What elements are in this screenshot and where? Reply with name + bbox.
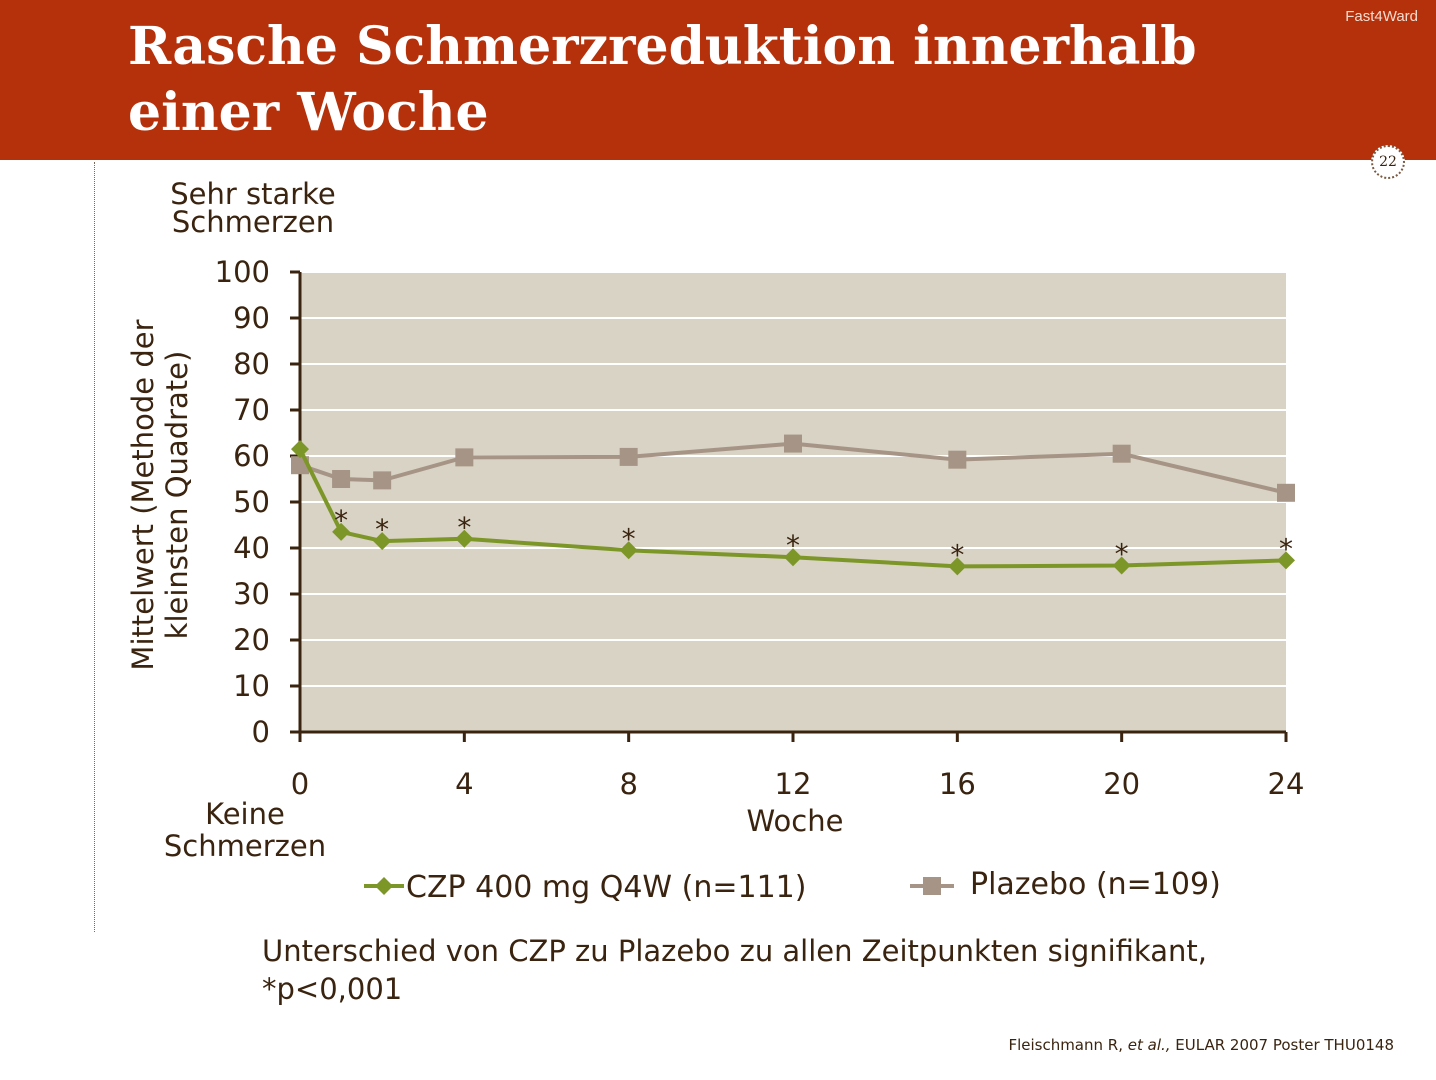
- x-tick-label: 4: [455, 767, 473, 801]
- significance-note-line1: Unterschied von CZP zu Plazebo zu allen …: [262, 934, 1207, 968]
- czp-point: [332, 522, 351, 541]
- significance-asterisk: *: [457, 511, 471, 544]
- placebo-point: [784, 434, 802, 453]
- czp-point: [1112, 556, 1131, 575]
- x-tick-label: 0: [291, 767, 309, 801]
- czp-point: [373, 532, 392, 551]
- y-tick-label: 40: [233, 531, 270, 565]
- title-banner: [0, 0, 1436, 160]
- y-axis-top-label: Sehr starke Schmerzen: [170, 177, 336, 239]
- placebo-point: [1112, 444, 1131, 463]
- y-axis-bottom-label: Keine Schmerzen: [163, 797, 327, 863]
- x-tick-label: 20: [1103, 767, 1140, 801]
- y-tick-label: 80: [233, 347, 270, 381]
- y-tick-label: 90: [233, 301, 270, 335]
- source-citation: Fleischmann R, et al., EULAR 2007 Poster…: [1008, 1036, 1394, 1054]
- czp-point: [455, 529, 474, 548]
- source-suffix: EULAR 2007 Poster THU0148: [1170, 1036, 1394, 1054]
- significance-asterisk: *: [786, 529, 800, 562]
- x-tick-label: 8: [619, 767, 637, 801]
- significance-asterisk: *: [334, 504, 348, 537]
- y-tick-label: 100: [215, 255, 270, 289]
- significance-note: Unterschied von CZP zu Plazebo zu allen …: [262, 932, 1362, 1008]
- czp-point: [619, 541, 638, 560]
- y-tick-label: 0: [252, 715, 270, 749]
- x-tick-label: 16: [939, 767, 976, 801]
- source-italic: et al.,: [1127, 1036, 1171, 1054]
- legend-placebo-label: Plazebo (n=109): [970, 867, 1221, 902]
- x-tick-label: 24: [1268, 767, 1305, 801]
- y-tick-label: 20: [233, 623, 270, 657]
- y-tick-label: 70: [233, 393, 270, 427]
- y-tick-label: 10: [233, 669, 270, 703]
- legend-placebo-marker: [923, 877, 941, 895]
- slide-title: Rasche Schmerzreduktion innerhalb einer …: [128, 16, 1197, 143]
- significance-asterisk: *: [1115, 537, 1129, 570]
- placebo-point: [619, 447, 638, 466]
- czp-point: [948, 557, 967, 576]
- significance-asterisk: *: [622, 522, 636, 555]
- significance-asterisk: *: [1279, 532, 1293, 565]
- source-prefix: Fleischmann R,: [1008, 1036, 1128, 1054]
- placebo-point: [455, 448, 474, 467]
- placebo-point: [332, 470, 351, 488]
- placebo-point: [373, 471, 392, 490]
- page-number-badge: 22: [1371, 145, 1405, 179]
- brand-logo: Fast4Ward: [1345, 8, 1418, 25]
- czp-point: [291, 440, 309, 459]
- significance-asterisk: *: [950, 538, 964, 571]
- y-tick-label: 50: [233, 485, 270, 519]
- x-tick-label: 12: [775, 767, 812, 801]
- left-divider: [94, 162, 95, 932]
- y-tick-label: 60: [233, 439, 270, 473]
- czp-point: [1277, 551, 1295, 570]
- legend-czp-label: CZP 400 mg Q4W (n=111): [406, 870, 806, 905]
- placebo-point: [1277, 483, 1295, 502]
- significance-note-line2: *p<0,001: [262, 972, 403, 1006]
- placebo-point: [948, 450, 967, 469]
- x-axis-title: Woche: [746, 804, 844, 838]
- significance-asterisk: *: [375, 513, 389, 546]
- czp-point: [784, 548, 802, 567]
- y-tick-label: 30: [233, 577, 270, 611]
- legend-czp-marker: [375, 877, 393, 895]
